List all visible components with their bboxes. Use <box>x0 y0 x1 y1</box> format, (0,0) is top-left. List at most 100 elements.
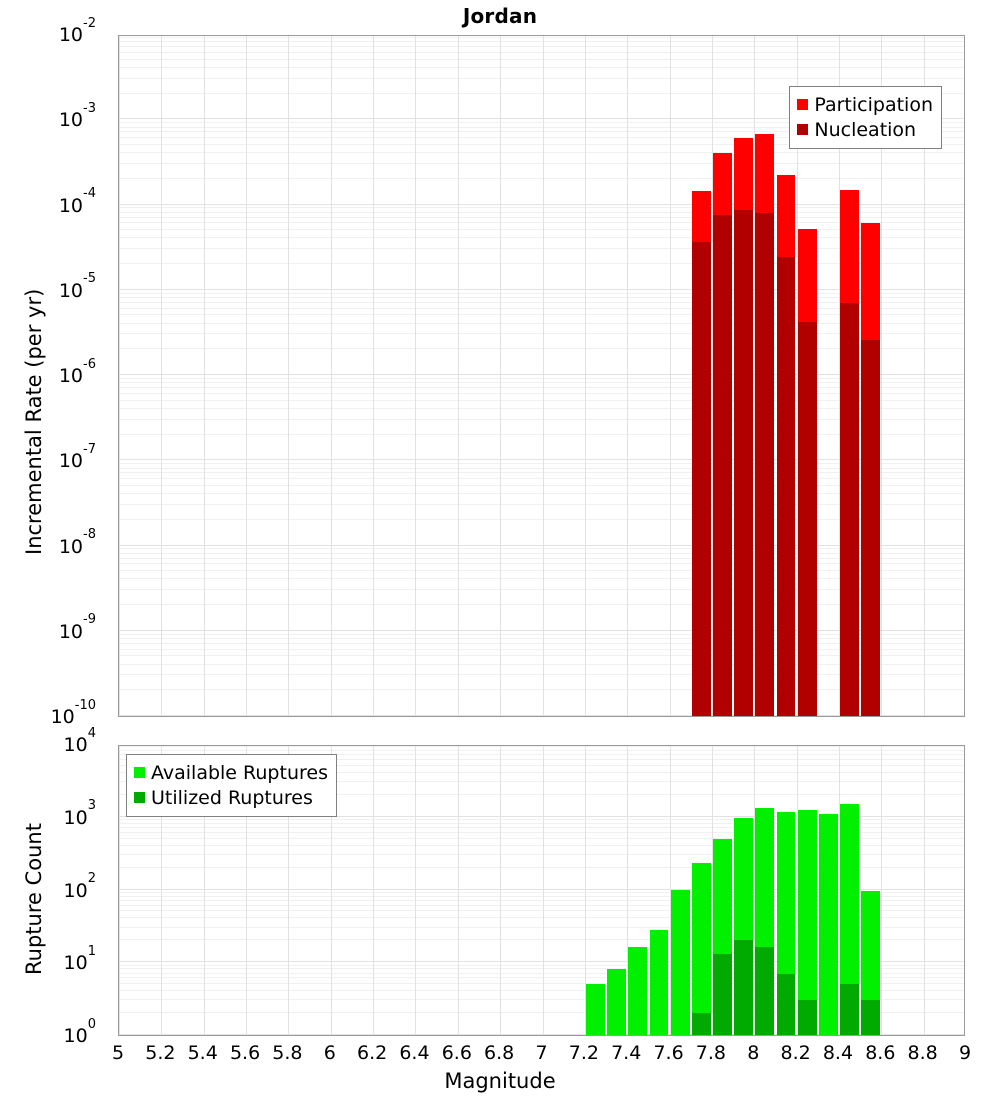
gridline-minor <box>119 126 964 128</box>
gridline-minor <box>119 999 964 1001</box>
gridline-minor <box>119 518 964 520</box>
bar-group <box>755 746 775 1035</box>
x-tick-label: 6.4 <box>399 1042 430 1064</box>
x-tick-label: 7 <box>535 1042 548 1064</box>
bar-segment-utilized <box>734 940 754 1035</box>
gridline-vertical <box>838 36 840 716</box>
y-axis-label-top: Incremental Rate (per yr) <box>22 288 46 555</box>
bar-segment-available <box>649 929 669 1035</box>
x-tick-label: 8.8 <box>907 1042 938 1064</box>
gridline-vertical <box>288 36 290 716</box>
gridline-minor <box>119 827 964 829</box>
y-tick-label: 103 <box>63 798 96 829</box>
legend-top: Participation Nucleation <box>789 86 942 149</box>
gridline-vertical <box>881 746 883 1035</box>
gridline-minor <box>119 663 964 665</box>
gridline-minor <box>119 297 964 299</box>
gridline-minor <box>119 642 964 644</box>
bars-bottom <box>119 746 964 1035</box>
legend-label-participation: Participation <box>814 93 933 116</box>
bar-group <box>840 36 859 716</box>
gridline-minor <box>119 968 964 970</box>
bar-segment-nucleation <box>776 257 796 716</box>
gridline-vertical <box>330 746 332 1035</box>
gridline-minor <box>119 655 964 657</box>
gridline-minor <box>119 822 964 824</box>
x-tick-label: 5.4 <box>187 1042 218 1064</box>
gridline-vertical <box>754 746 756 1035</box>
gridline-major <box>119 888 964 890</box>
gridline-minor <box>119 77 964 79</box>
gridline-minor <box>119 563 964 565</box>
gridline-vertical <box>457 36 459 716</box>
gridline-minor <box>119 895 964 897</box>
gridline-minor <box>119 793 964 795</box>
gridline-vertical <box>119 746 120 1035</box>
gridline-minor <box>119 548 964 550</box>
gridline-major <box>119 961 964 963</box>
y-axis-ticks-top: 10-2 10-3 10-4 10-5 10-6 10-7 10-8 10-9 10-10 <box>0 17 108 727</box>
gridline-minor <box>119 604 964 606</box>
gridline-vertical <box>796 746 798 1035</box>
gridline-minor <box>119 926 964 928</box>
gridline-vertical <box>457 746 459 1035</box>
y-tick-label: 10-6 <box>58 356 96 387</box>
gridline-vertical <box>627 746 629 1035</box>
bar-group <box>565 746 584 1035</box>
gridline-minor <box>119 207 964 209</box>
swatch-nucleation-icon <box>797 124 809 135</box>
gridline-minor <box>119 463 964 465</box>
gridline-major <box>119 1034 964 1035</box>
bar-segment-nucleation <box>861 339 881 716</box>
bar-segment-utilized <box>713 953 732 1035</box>
gridline-major <box>119 118 964 120</box>
gridline-minor <box>119 750 964 752</box>
gridline-vertical <box>584 746 586 1035</box>
y-tick-label: 10-3 <box>58 100 96 132</box>
gridline-minor <box>119 1012 964 1014</box>
gridline-minor <box>119 819 964 821</box>
gridline-minor <box>119 263 964 265</box>
gridline-minor <box>119 382 964 384</box>
y-tick-label: 10-7 <box>58 441 96 473</box>
bar-segment-available <box>818 813 838 1035</box>
gridline-vertical <box>627 36 629 716</box>
y-tick-label: 10-8 <box>58 527 96 558</box>
gridline-minor <box>119 638 964 640</box>
gridline-minor <box>119 972 964 974</box>
bar-group <box>713 36 732 716</box>
gridline-vertical <box>246 746 248 1035</box>
bar-segment-available <box>797 809 817 1035</box>
bar-segment-utilized <box>861 1000 881 1035</box>
y-axis-ticks-bottom: 104 103 102 101 100 <box>0 727 108 1046</box>
y-tick-label: 10-2 <box>58 15 96 46</box>
x-tick-label: 8 <box>747 1042 760 1064</box>
gridline-minor <box>119 570 964 572</box>
y-tick-label: 10-9 <box>58 612 96 643</box>
gridline-minor <box>119 292 964 294</box>
gridline-minor <box>119 648 964 650</box>
legend-item-nucleation: Nucleation <box>797 117 933 142</box>
gridline-minor <box>119 248 964 250</box>
gridline-major <box>119 629 964 631</box>
bar-group <box>776 746 796 1035</box>
gridline-minor <box>119 46 964 48</box>
bar-group <box>734 746 754 1035</box>
gridline-minor <box>119 137 964 139</box>
bar-group <box>628 746 648 1035</box>
x-tick-label: 7.2 <box>568 1042 599 1064</box>
gridline-minor <box>119 764 964 766</box>
bar-group <box>649 746 669 1035</box>
bar-group <box>797 746 817 1035</box>
gridline-minor <box>119 866 964 868</box>
gridline-vertical <box>669 36 671 716</box>
gridline-vertical <box>161 746 163 1035</box>
gridline-minor <box>119 333 964 335</box>
gridline-minor <box>119 377 964 379</box>
x-tick-label: 5.8 <box>272 1042 303 1064</box>
bar-group <box>818 746 838 1035</box>
gridline-minor <box>119 301 964 303</box>
bar-segment-nucleation <box>734 210 754 716</box>
gridline-minor <box>119 633 964 635</box>
